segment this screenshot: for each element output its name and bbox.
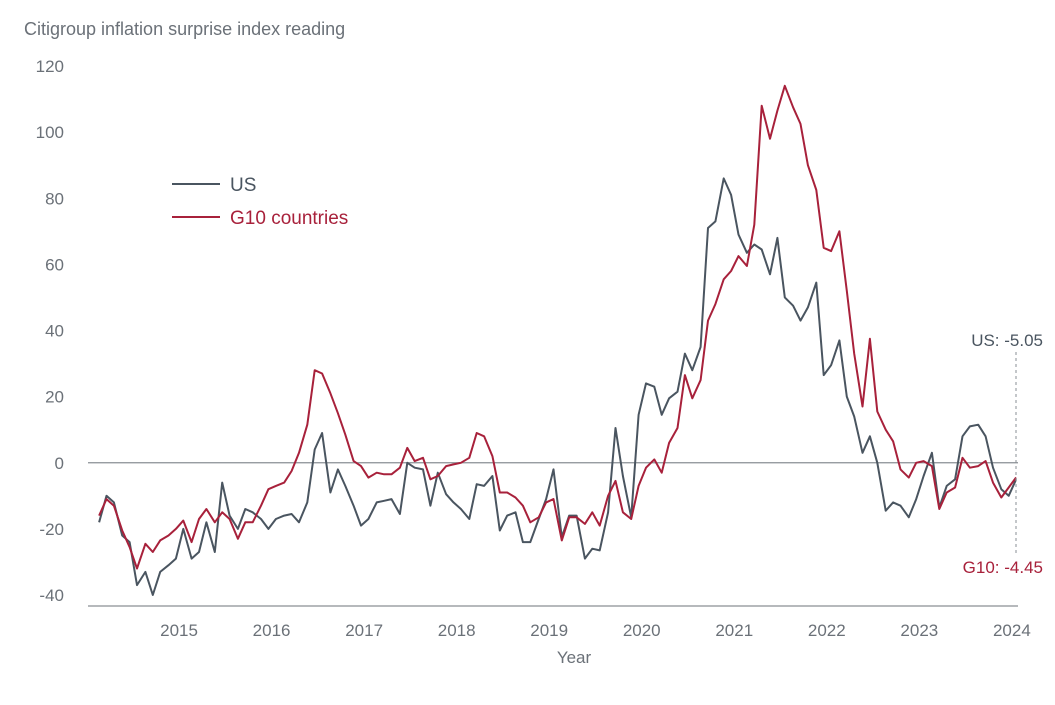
x-tick-label: 2016: [253, 621, 291, 640]
series-us-line: [98, 177, 1018, 596]
x-tick-label: 2023: [900, 621, 938, 640]
annotation-g10: G10: -4.45: [963, 558, 1043, 577]
series-lines: [98, 84, 1018, 596]
y-tick-label: 120: [36, 57, 64, 76]
y-tick-label: 80: [45, 189, 64, 208]
y-tick-label: 20: [45, 388, 64, 407]
x-tick-label: 2017: [345, 621, 383, 640]
y-axis-ticks: 120 100 80 60 40 20 0 -20 -40: [36, 57, 64, 605]
x-tick-label: 2024: [993, 621, 1031, 640]
y-tick-label: 100: [36, 123, 64, 142]
x-tick-label: 2018: [438, 621, 476, 640]
y-tick-label: -20: [39, 520, 64, 539]
x-tick-label: 2020: [623, 621, 661, 640]
x-tick-label: 2019: [530, 621, 568, 640]
end-annotations: US: -5.05 G10: -4.45: [963, 331, 1043, 577]
x-tick-label: 2015: [160, 621, 198, 640]
y-tick-label: 40: [45, 322, 64, 341]
x-axis-label: Year: [557, 648, 592, 667]
series-g10-line: [98, 84, 1017, 570]
legend-us-label: US: [230, 175, 256, 196]
y-tick-label: 0: [55, 454, 64, 473]
y-tick-label: -40: [39, 586, 64, 605]
legend: US G10 countries: [172, 175, 348, 229]
x-axis-ticks: 2015 2016 2017 2018 2019 2020 2021 2022 2023 2024: [160, 621, 1031, 640]
legend-g10-label: G10 countries: [230, 208, 348, 229]
annotation-us: US: -5.05: [971, 331, 1043, 350]
y-tick-label: 60: [45, 255, 64, 274]
x-tick-label: 2021: [715, 621, 753, 640]
x-tick-label: 2022: [808, 621, 846, 640]
y-axis-label: Citigroup inflation surprise index readi…: [24, 19, 345, 39]
